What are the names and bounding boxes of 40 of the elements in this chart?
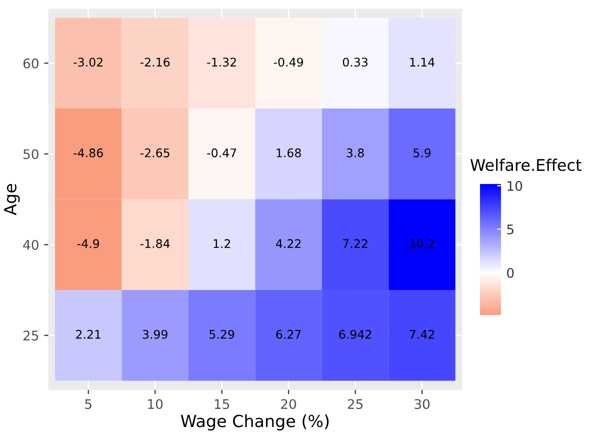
data-label: 7.22 [343, 239, 368, 248]
data-label: 3.8 [346, 148, 364, 158]
data-label: 1.2 [214, 239, 230, 248]
data-label: 2.21 [76, 330, 100, 339]
data-label: -1.32 [207, 58, 236, 67]
data-label: 1.68 [276, 148, 301, 158]
x-tick-label: 5 [85, 399, 92, 410]
data-label: -3.02 [74, 58, 102, 67]
data-label: -2.65 [140, 148, 170, 158]
data-label: 1.14 [410, 58, 434, 66]
x-tick-label: 25 [348, 399, 363, 410]
y-tick-label: 40 [23, 240, 38, 250]
color-bar-label: 10 [508, 180, 522, 191]
data-label: -2.16 [140, 58, 170, 67]
data-label: -0.49 [274, 58, 303, 67]
data-label: 10.2 [410, 239, 434, 248]
color-bar-label: 0 [507, 268, 514, 278]
data-label: 5.9 [414, 148, 431, 158]
data-label: 4.22 [276, 239, 301, 248]
data-label: -0.47 [207, 148, 236, 158]
data-label: 0.33 [342, 58, 368, 67]
x-tick-label: 15 [214, 399, 230, 410]
data-label: 5.29 [210, 330, 234, 339]
x-tick-label: 20 [281, 399, 296, 410]
x-tick-label: 30 [414, 399, 430, 410]
data-label: 3.99 [142, 330, 168, 339]
data-label: 7.42 [410, 330, 434, 339]
data-label: 6.27 [276, 330, 301, 339]
y-tick-label: 25 [23, 330, 38, 341]
y-axis-title: Age [4, 184, 20, 216]
x-tick-label: 10 [148, 399, 163, 410]
y-tick-label: 60 [23, 58, 38, 68]
data-label: -1.84 [140, 239, 170, 248]
y-tick-label: 50 [24, 149, 38, 160]
color-bar-title: Welfare.Effect [470, 158, 582, 172]
data-label: -4.86 [74, 148, 103, 158]
x-axis-title: Wage Change (%) [180, 414, 329, 431]
data-label: 6.942 [339, 330, 372, 339]
color-bar-label: 5 [507, 224, 514, 234]
data-label: -4.9 [77, 239, 100, 248]
